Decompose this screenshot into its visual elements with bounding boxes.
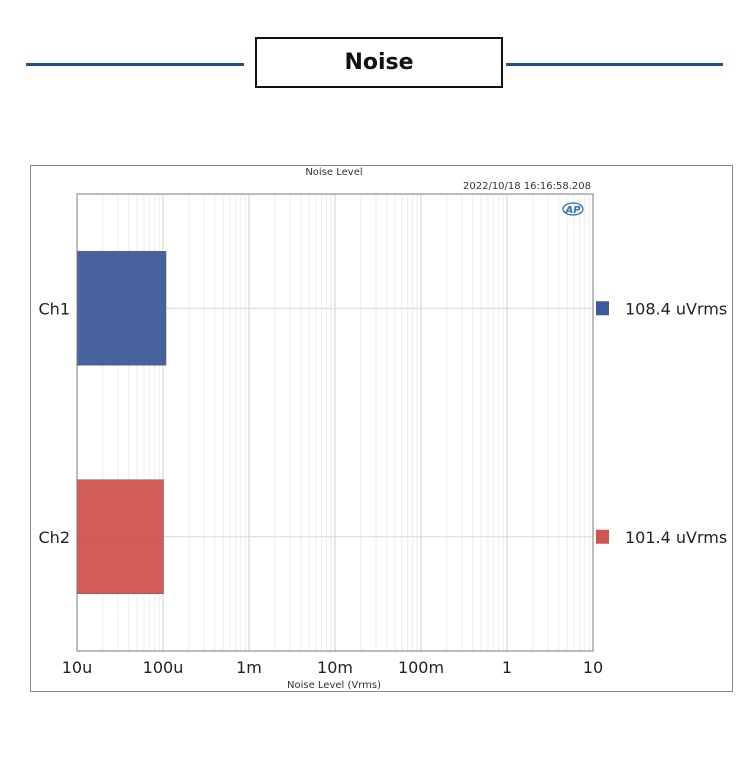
category-label: Ch1 <box>39 299 71 318</box>
value-label: 101.4 uVrms <box>625 528 727 547</box>
chart-title: Noise Level <box>305 167 362 178</box>
chart-timestamp: 2022/10/18 16:16:58.208 <box>463 181 591 192</box>
x-tick-label: 10 <box>583 658 603 677</box>
x-tick-label: 1m <box>236 658 262 677</box>
legend-swatch <box>596 529 609 544</box>
x-tick-label: 1 <box>502 658 512 677</box>
title-rule-left <box>26 63 244 66</box>
chart-frame <box>30 165 733 692</box>
value-label: 108.4 uVrms <box>625 299 727 318</box>
banner-title: Noise <box>255 37 503 88</box>
title-rule-right <box>506 63 723 66</box>
legend-swatch <box>596 301 609 316</box>
x-tick-label: 100m <box>398 658 444 677</box>
plot-area <box>76 193 594 652</box>
x-axis-label: Noise Level (Vrms) <box>287 680 381 691</box>
x-tick-label: 10m <box>317 658 353 677</box>
category-label: Ch2 <box>39 528 71 547</box>
x-tick-label: 100u <box>143 658 184 677</box>
ap-logo-icon: AP <box>562 202 584 216</box>
ap-logo-text: AP <box>564 205 581 216</box>
bar-ch1 <box>76 251 167 366</box>
x-tick-label: 10u <box>62 658 93 677</box>
plot-border <box>76 193 594 652</box>
bar-ch2 <box>76 479 164 594</box>
